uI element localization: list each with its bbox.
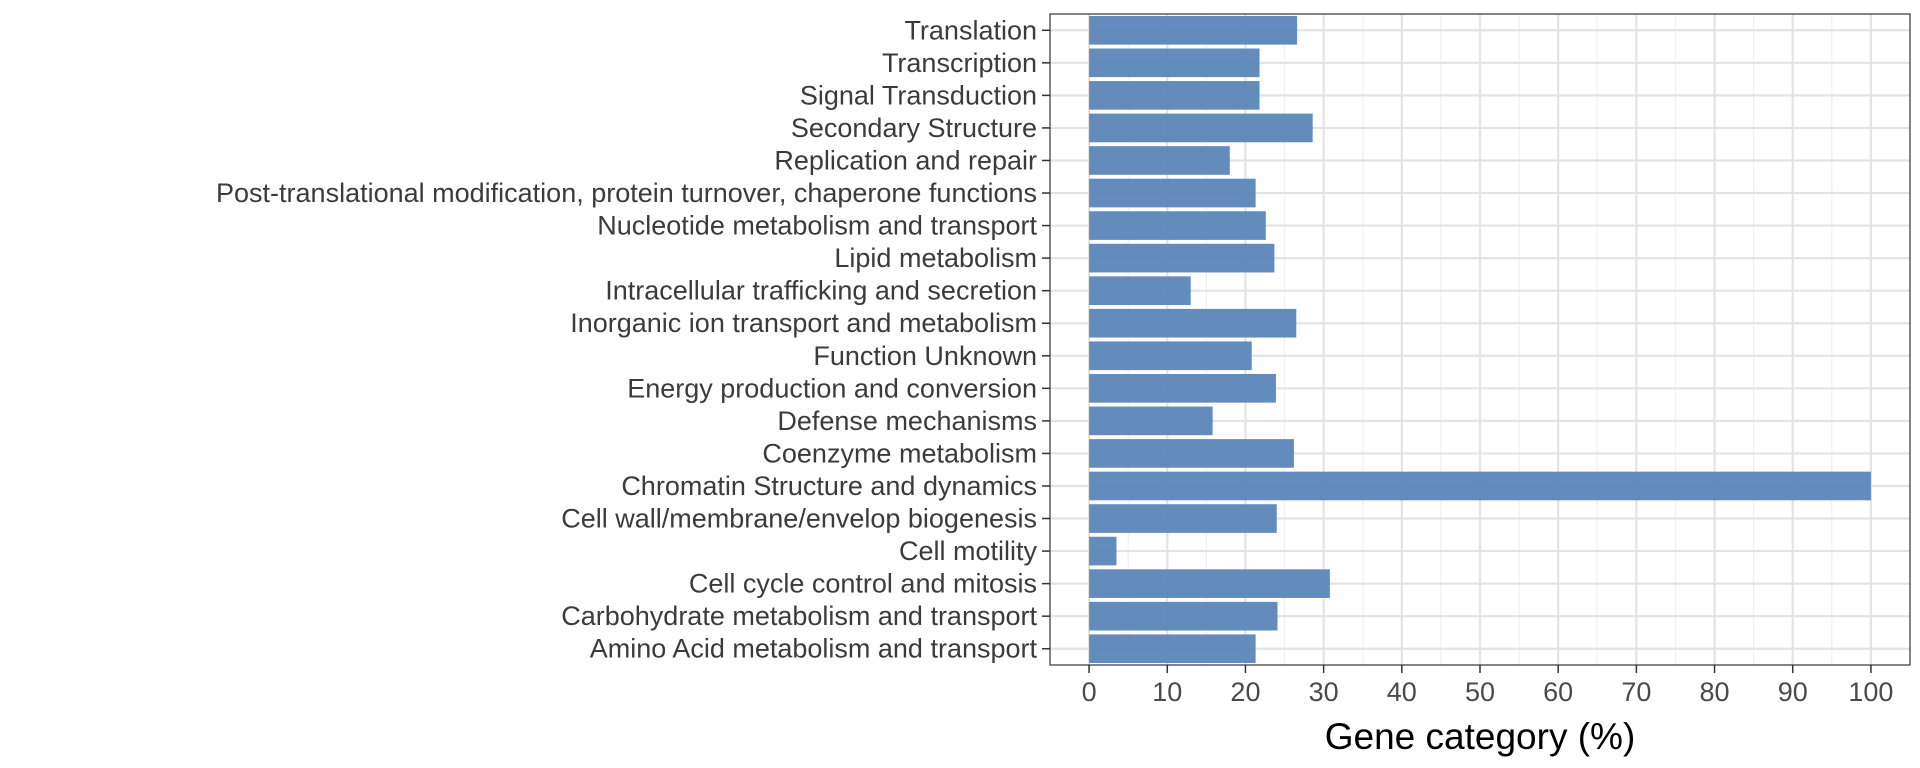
bar — [1089, 601, 1278, 631]
x-tick-label: 80 — [1700, 677, 1730, 707]
category-label: Replication and repair — [774, 145, 1037, 175]
category-label: Carbohydrate metabolism and transport — [561, 601, 1037, 631]
bar — [1089, 471, 1871, 501]
x-tick-label: 40 — [1387, 677, 1417, 707]
bar — [1089, 439, 1294, 468]
bar — [1089, 48, 1260, 78]
category-label: Transcription — [882, 48, 1037, 78]
category-label: Nucleotide metabolism and transport — [597, 211, 1037, 241]
x-axis-title: Gene category (%) — [1325, 716, 1636, 757]
bar — [1089, 211, 1266, 240]
x-tick-label: 10 — [1152, 677, 1182, 707]
category-label: Cell motility — [899, 536, 1038, 566]
bar — [1089, 569, 1330, 598]
x-tick-label: 50 — [1465, 677, 1495, 707]
bar — [1089, 374, 1276, 403]
category-label: Post-translational modification, protein… — [216, 178, 1037, 208]
category-label: Coenzyme metabolism — [762, 438, 1037, 468]
bar — [1089, 504, 1277, 533]
grid-layer — [1050, 14, 1910, 665]
bar — [1089, 276, 1191, 305]
category-label: Intracellular trafficking and secretion — [605, 276, 1037, 306]
bar — [1089, 15, 1298, 45]
category-label: Translation — [904, 15, 1037, 45]
category-label: Inorganic ion transport and metabolism — [570, 308, 1037, 338]
x-tick-label: 30 — [1309, 677, 1339, 707]
bar — [1089, 406, 1213, 436]
bar — [1089, 146, 1230, 175]
bar — [1089, 243, 1275, 273]
x-tick-label: 60 — [1543, 677, 1573, 707]
category-label: Cell cycle control and mitosis — [689, 569, 1037, 599]
bar-layer — [1089, 15, 1871, 664]
category-label: Secondary Structure — [791, 113, 1037, 143]
category-label: Energy production and conversion — [627, 373, 1037, 403]
bar — [1089, 634, 1256, 664]
category-label: Chromatin Structure and dynamics — [621, 471, 1037, 501]
bar — [1089, 113, 1313, 143]
category-label: Signal Transduction — [800, 80, 1037, 110]
bar — [1089, 308, 1297, 338]
bar — [1089, 341, 1252, 371]
bar — [1089, 536, 1117, 566]
category-label: Cell wall/membrane/envelop biogenesis — [561, 504, 1037, 534]
x-axis: 0 10 20 30 40 50 60 70 80 90 100 — [1082, 665, 1893, 707]
category-label: Function Unknown — [813, 341, 1037, 371]
x-tick-label: 0 — [1082, 677, 1097, 707]
bar — [1089, 178, 1256, 208]
category-label: Defense mechanisms — [777, 406, 1037, 436]
x-tick-label: 20 — [1230, 677, 1260, 707]
category-label: Amino Acid metabolism and transport — [590, 634, 1038, 664]
x-tick-label: 90 — [1778, 677, 1808, 707]
category-label: Lipid metabolism — [834, 243, 1037, 273]
x-tick-label: 100 — [1848, 677, 1893, 707]
x-tick-label: 70 — [1621, 677, 1651, 707]
bar — [1089, 81, 1260, 110]
